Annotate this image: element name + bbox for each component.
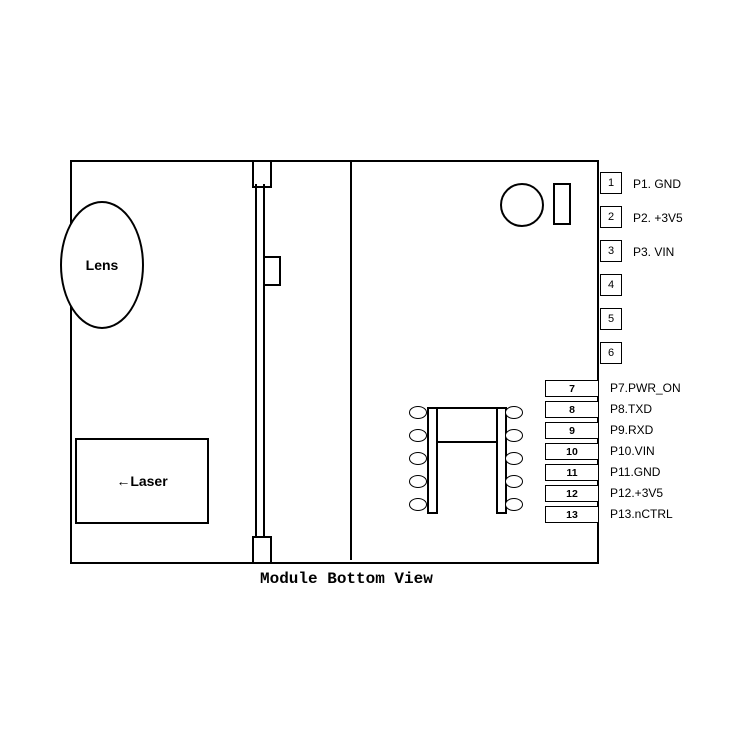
pin-1: 1: [600, 172, 622, 194]
ic-pin: [409, 475, 427, 488]
pad-8: 8: [545, 401, 599, 418]
laser: ←Laser: [75, 438, 209, 524]
pin-3: 3: [600, 240, 622, 262]
pad-7-label: P7.PWR_ON: [610, 381, 681, 395]
connector-mid-block: [263, 256, 281, 286]
ic-pin: [409, 498, 427, 511]
pad-13: 13: [545, 506, 599, 523]
mounting-hole: [500, 183, 544, 227]
pad-7: 7: [545, 380, 599, 397]
diagram-caption: Module Bottom View: [260, 570, 433, 588]
pin-1-label: P1. GND: [633, 177, 681, 191]
pad-9: 9: [545, 422, 599, 439]
ic-left-body: [427, 407, 438, 514]
ic-chip: [434, 407, 500, 443]
connector-line-left: [255, 184, 257, 536]
lens: Lens: [60, 201, 144, 329]
pad-13-label: P13.nCTRL: [610, 507, 673, 521]
ic-pin: [409, 406, 427, 419]
ic-pin: [505, 406, 523, 419]
ic-pin: [409, 452, 427, 465]
lens-label: Lens: [86, 257, 119, 273]
pin-2: 2: [600, 206, 622, 228]
ic-pin: [505, 498, 523, 511]
connector-line-right: [263, 184, 265, 536]
pad-10: 10: [545, 443, 599, 460]
ic-pin: [505, 475, 523, 488]
pin-4: 4: [600, 274, 622, 296]
pad-11: 11: [545, 464, 599, 481]
pad-8-label: P8.TXD: [610, 402, 652, 416]
ic-pin: [505, 452, 523, 465]
pin-3-label: P3. VIN: [633, 245, 674, 259]
pin-6: 6: [600, 342, 622, 364]
pad-11-label: P11.GND: [610, 465, 660, 479]
pin-5: 5: [600, 308, 622, 330]
pad-9-label: P9.RXD: [610, 423, 653, 437]
ic-pin: [409, 429, 427, 442]
board-divider: [350, 160, 352, 560]
pad-12-label: P12.+3V5: [610, 486, 663, 500]
pad-10-label: P10.VIN: [610, 444, 655, 458]
laser-label: ←Laser: [116, 473, 167, 489]
pad-12: 12: [545, 485, 599, 502]
small-component: [553, 183, 571, 225]
connector-bottom-block: [252, 536, 272, 564]
pin-2-label: P2. +3V5: [633, 211, 683, 225]
ic-pin: [505, 429, 523, 442]
